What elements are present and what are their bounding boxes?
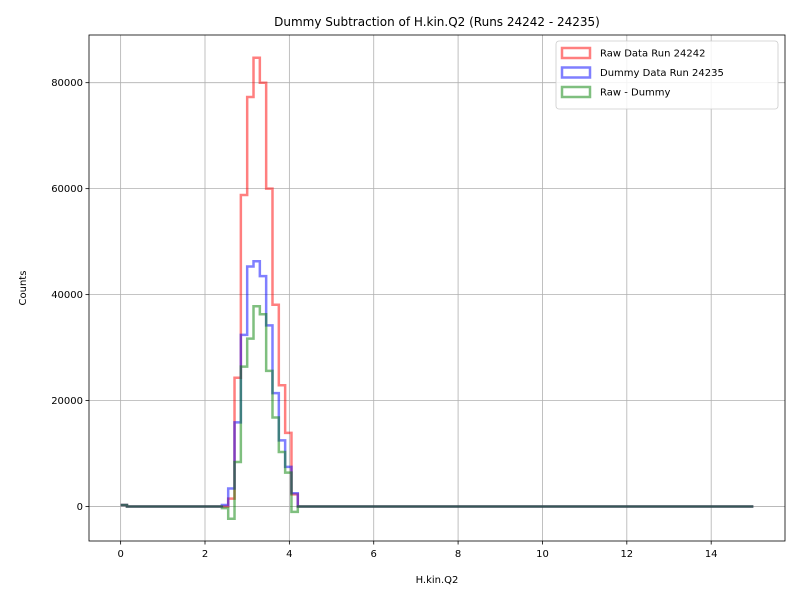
legend-swatch bbox=[560, 46, 592, 60]
y-tick-label: 40000 bbox=[51, 290, 83, 301]
y-tick-label: 60000 bbox=[51, 184, 83, 195]
chart-title: Dummy Subtraction of H.kin.Q2 (Runs 2424… bbox=[274, 15, 600, 29]
x-axis-label: H.kin.Q2 bbox=[416, 575, 459, 586]
y-tick-label: 80000 bbox=[51, 78, 83, 89]
x-tick-label: 0 bbox=[117, 549, 123, 560]
y-axis-label: Counts bbox=[18, 271, 29, 306]
plot-area bbox=[120, 56, 754, 520]
axis-ticks: 0 2 4 6 8 10 12 14 0 20000 40000 60000 80000 bbox=[51, 78, 717, 560]
legend-label: Raw - Dummy bbox=[600, 88, 671, 99]
legend-label: Raw Data Run 24242 bbox=[600, 49, 705, 60]
legend: Raw Data Run 24242 Dummy Data Run 24235 Ra… bbox=[555, 40, 779, 110]
x-tick-label: 14 bbox=[705, 549, 718, 560]
y-tick-label: 0 bbox=[77, 502, 83, 513]
y-tick-label: 20000 bbox=[51, 396, 83, 407]
x-tick-label: 12 bbox=[620, 549, 633, 560]
legend-swatch bbox=[560, 66, 592, 79]
x-tick-label: 6 bbox=[371, 549, 377, 560]
axes-frame bbox=[88, 34, 786, 542]
x-tick-label: 8 bbox=[455, 549, 461, 560]
x-tick-label: 10 bbox=[536, 549, 549, 560]
x-tick-label: 2 bbox=[202, 549, 208, 560]
legend-swatch bbox=[560, 85, 592, 99]
legend-label: Dummy Data Run 24235 bbox=[600, 68, 724, 79]
x-tick-label: 4 bbox=[286, 549, 292, 560]
series-3-step-line bbox=[120, 305, 754, 520]
